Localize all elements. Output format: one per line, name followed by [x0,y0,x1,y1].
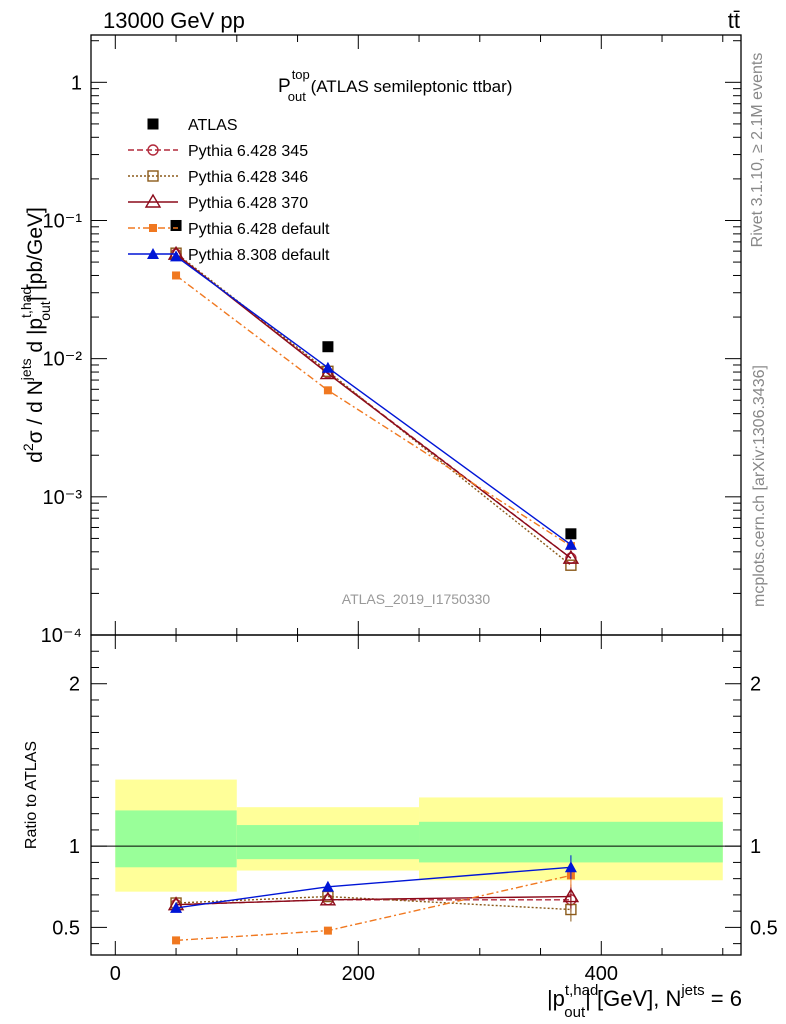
analysis-watermark: ATLAS_2019_I1750330 [342,591,491,607]
ratio-frame [90,634,742,956]
tick-labels: 0 200 400 10⁻⁴ 10⁻³ 10⁻² 10⁻¹ 1 0.5 0.5 1 1 2 2 [41,72,778,985]
title-p: P [278,76,291,97]
uncertainty-bands [91,779,741,892]
ratio-series-2-line [176,895,571,906]
title-sub: out [288,89,306,104]
green-band-0 [115,810,237,868]
legend-label-2: Pythia 6.428 346 [188,169,308,186]
title-sup: top [292,67,310,82]
ratio-series-2-point [319,891,337,906]
main-series-5-point [170,250,183,262]
green-band-1 [236,825,420,860]
main-ylabel: d2σ / d Njets d |pt,had out| [pb/GeV] [18,207,53,463]
legend-marker-0 [147,118,159,130]
main-series-4-point [172,271,181,280]
x-tick-label: 0 [110,963,121,985]
main-title: Ptop out (ATLAS semileptonic ttbar) [278,67,512,104]
ratio-series-4-point [170,901,183,913]
ratio-series-1-line [176,895,571,911]
y-tick-label: 10⁻³ [43,487,83,509]
ratio-series-3-point [172,936,181,945]
legend-marker-5 [147,248,159,259]
legend-marker-3 [144,193,162,208]
x-axis-label: |pt,had out| [GeV], Njets = 6 [547,982,742,1021]
main-series-0-point [170,219,182,231]
main-series-0-point [322,341,334,353]
legend-marker-2 [147,170,159,182]
ratio-series-4-point [321,880,334,892]
ratio-y-tick-label-right: 2 [750,674,761,696]
legend-label-0: ATLAS [188,117,238,134]
main-series-3-point [562,549,580,564]
legend-label-4: Pythia 6.428 default [188,221,330,238]
ratio-series [167,855,580,945]
mcplots-label: mcplots.cern.ch [arXiv:1306.3436] [751,365,768,607]
x-tick-label: 400 [585,963,618,985]
main-series-4-point [323,386,332,395]
y-tick-label: 1 [71,72,82,94]
legend-label-5: Pythia 8.308 default [188,247,330,264]
y-tick-label: 10⁻¹ [43,210,83,232]
ratio-series-3-point [323,926,332,935]
legend-marker-4 [149,224,157,232]
legend-label-1: Pythia 6.428 345 [188,143,308,160]
legend-marker-1 [147,144,159,156]
ratio-y-tick-label-right: 0.5 [750,917,778,939]
y-tick-label: 10⁻² [43,349,83,371]
y-tick-label: 10⁻⁴ [41,625,82,647]
header-energy: 13000 GeV pp [103,8,245,33]
main-series-4-line [175,274,572,547]
ratio-y-tick-label: 0.5 [52,917,80,939]
main-series-2-point [565,559,577,571]
header-process: tt̄ [728,8,740,33]
axis-ticks [91,35,741,955]
ratio-series-4-point [564,861,577,873]
ratio-y-tick-label: 2 [69,674,80,696]
x-tick-label: 200 [342,963,375,985]
main-series-5-point [564,538,577,550]
main-series-5-point [321,361,334,373]
ratio-series-2-point [562,888,580,903]
ratio-ylabel: Ratio to ATLAS [23,741,40,849]
legend: ATLAS Pythia 6.428 345 Pythia 6.428 346 Pyt… [128,117,330,264]
ratio-y-tick-label: 1 [69,836,80,858]
main-series-5-line [175,255,572,546]
main-series [167,219,580,571]
legend-label-3: Pythia 6.428 370 [188,195,308,212]
title-rest: (ATLAS semileptonic ttbar) [306,77,513,96]
main-series-0-point [565,528,577,540]
rivet-label: Rivet 3.1.10, ≥ 2.1M events [749,53,766,248]
ratio-y-tick-label-right: 1 [750,836,761,858]
